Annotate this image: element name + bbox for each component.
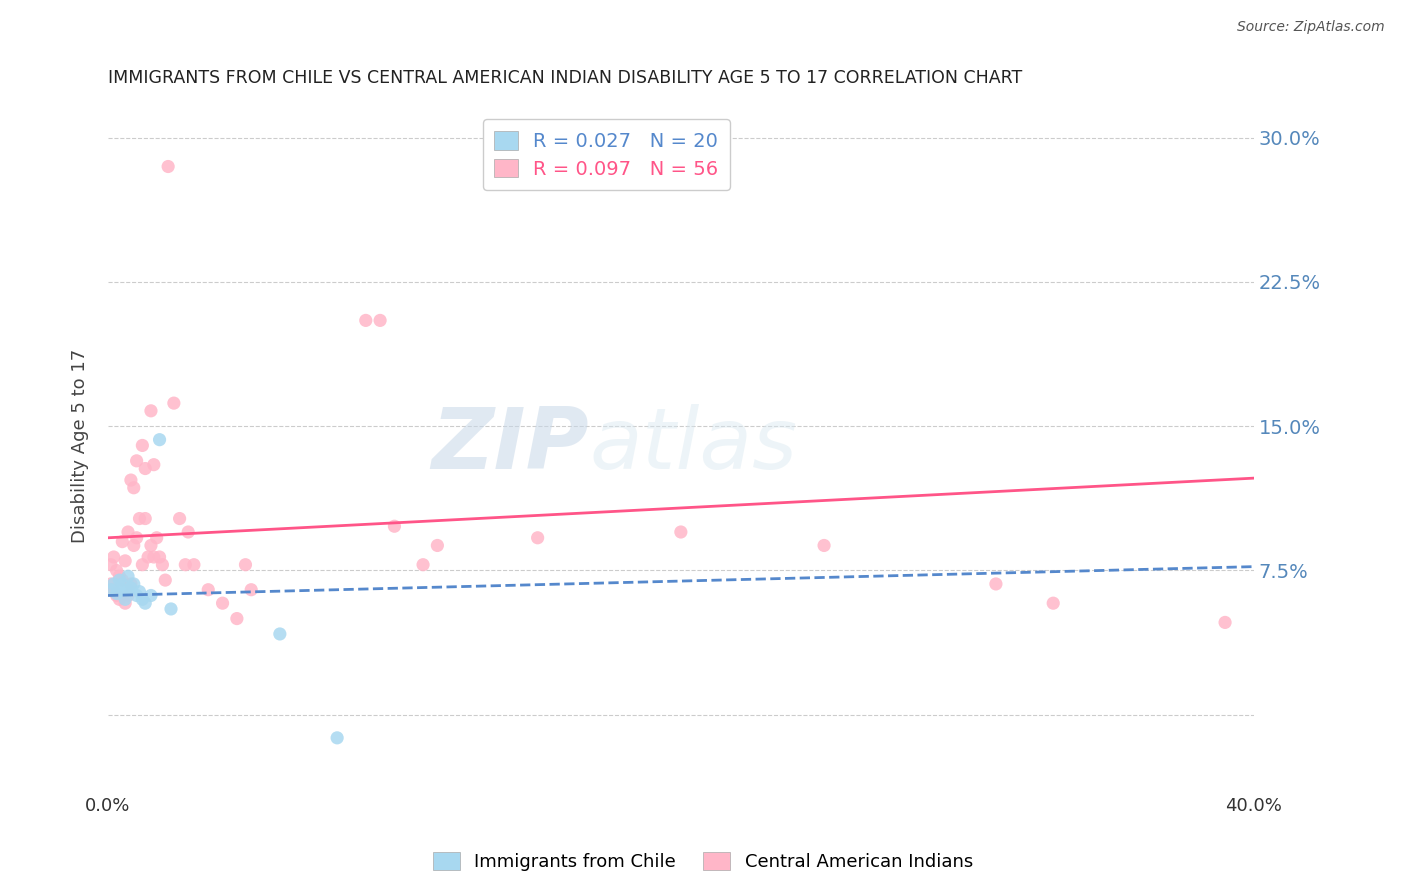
Point [103,549,125,564]
Text: IMMIGRANTS FROM CHILE VS CENTRAL AMERICAN INDIAN DISABILITY AGE 5 TO 17 CORRELAT: IMMIGRANTS FROM CHILE VS CENTRAL AMERICA… [108,69,1022,87]
Point [148,549,170,564]
Point [105,564,128,578]
Point [131,558,153,572]
Point [984,577,1007,591]
Point [326,731,349,745]
Point [148,433,170,447]
Legend: Immigrants from Chile, Central American Indians: Immigrants from Chile, Central American … [426,846,980,879]
Point [1042,596,1064,610]
Point [526,531,548,545]
Point [111,573,134,587]
Point [100,558,122,572]
Point [117,569,139,583]
Point [412,558,434,572]
Point [160,602,183,616]
Legend: R = 0.027   N = 20, R = 0.097   N = 56: R = 0.027 N = 20, R = 0.097 N = 56 [482,120,730,190]
Point [117,582,139,597]
Point [142,458,165,472]
Text: atlas: atlas [589,404,797,487]
Point [100,577,122,591]
Point [111,577,134,591]
Point [139,539,162,553]
Point [108,573,131,587]
Point [669,524,692,539]
Point [114,596,136,610]
Point [125,589,148,603]
Point [105,586,128,600]
Point [139,404,162,418]
Point [105,589,128,603]
Point [108,592,131,607]
Point [225,611,247,625]
Point [120,473,142,487]
Point [128,511,150,525]
Point [103,577,125,591]
Point [142,549,165,564]
Point [136,549,159,564]
Point [813,539,835,553]
Point [155,573,177,587]
Point [368,313,391,327]
Point [111,582,134,597]
Text: ZIP: ZIP [432,404,589,487]
Point [354,313,377,327]
Point [111,534,134,549]
Point [128,584,150,599]
Point [269,627,291,641]
Point [177,524,200,539]
Point [163,396,186,410]
Point [134,511,156,525]
Point [197,582,219,597]
Y-axis label: Disability Age 5 to 17: Disability Age 5 to 17 [72,348,89,542]
Point [157,160,180,174]
Point [145,531,167,545]
Point [131,592,153,607]
Point [134,596,156,610]
Point [122,577,145,591]
Point [114,554,136,568]
Point [108,569,131,583]
Point [384,519,406,533]
Point [120,581,142,595]
Point [125,454,148,468]
Point [134,461,156,475]
Point [169,511,191,525]
Point [117,524,139,539]
Point [122,539,145,553]
Point [114,592,136,607]
Point [1213,615,1236,630]
Point [152,558,174,572]
Point [100,582,122,597]
Point [211,596,233,610]
Point [122,481,145,495]
Text: Source: ZipAtlas.com: Source: ZipAtlas.com [1237,20,1385,34]
Point [240,582,263,597]
Point [120,577,142,591]
Point [139,589,162,603]
Point [131,438,153,452]
Point [117,589,139,603]
Point [174,558,197,572]
Point [235,558,257,572]
Point [103,582,125,597]
Point [125,531,148,545]
Point [183,558,205,572]
Point [426,539,449,553]
